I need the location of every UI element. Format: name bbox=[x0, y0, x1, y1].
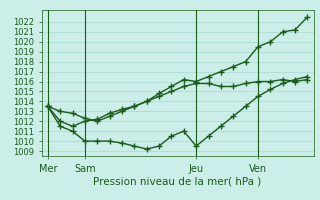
X-axis label: Pression niveau de la mer( hPa ): Pression niveau de la mer( hPa ) bbox=[93, 176, 262, 186]
